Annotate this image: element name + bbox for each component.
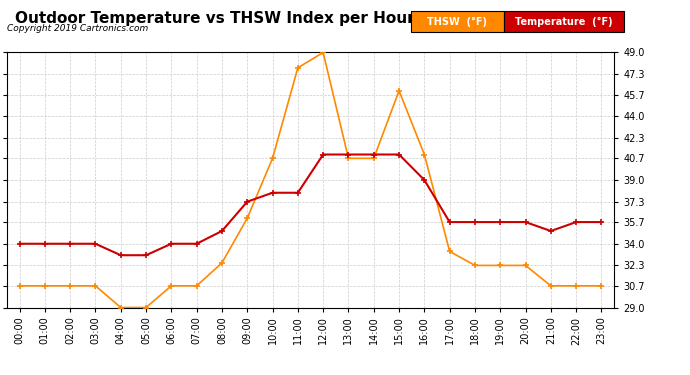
Text: Temperature  (°F): Temperature (°F) bbox=[515, 16, 613, 27]
Text: THSW  (°F): THSW (°F) bbox=[427, 16, 487, 27]
Text: Outdoor Temperature vs THSW Index per Hour (24 Hours)  20191102: Outdoor Temperature vs THSW Index per Ho… bbox=[15, 11, 606, 26]
Text: Copyright 2019 Cartronics.com: Copyright 2019 Cartronics.com bbox=[7, 24, 148, 33]
